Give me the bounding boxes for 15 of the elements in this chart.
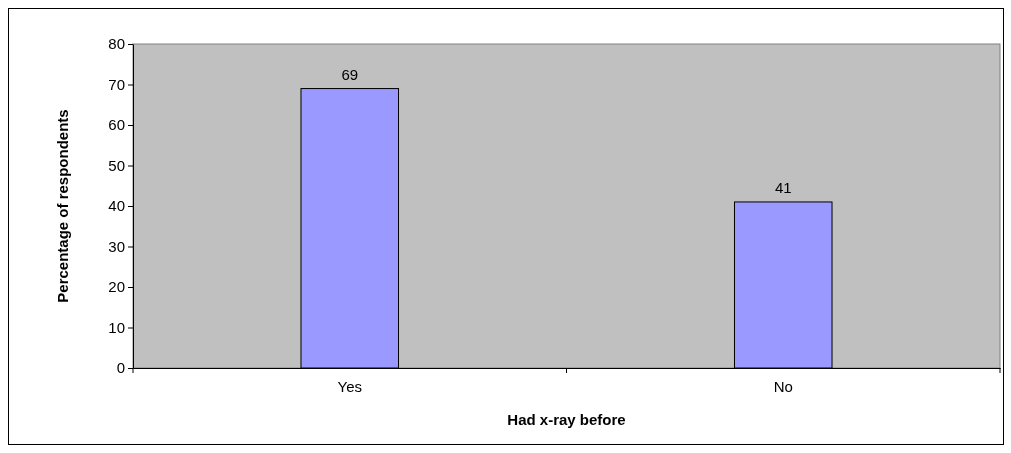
x-axis-title: Had x-ray before bbox=[507, 411, 626, 428]
data-label: 69 bbox=[341, 65, 359, 83]
data-label: 41 bbox=[774, 178, 792, 196]
y-tick-label: 30 bbox=[108, 237, 125, 255]
y-axis-title: Percentage of respondents bbox=[54, 109, 71, 303]
y-tick-label: 20 bbox=[108, 278, 125, 296]
y-tick-label: 60 bbox=[108, 116, 125, 134]
y-tick-label: 50 bbox=[108, 156, 125, 174]
x-tick-label: No bbox=[773, 378, 793, 395]
y-tick-label: 40 bbox=[108, 197, 125, 215]
y-tick-label: 0 bbox=[116, 359, 125, 377]
x-tick-label: Yes bbox=[337, 378, 362, 395]
y-tick-label: 80 bbox=[108, 35, 125, 53]
y-tick-label: 10 bbox=[108, 318, 125, 336]
y-tick-label: 70 bbox=[108, 75, 125, 93]
